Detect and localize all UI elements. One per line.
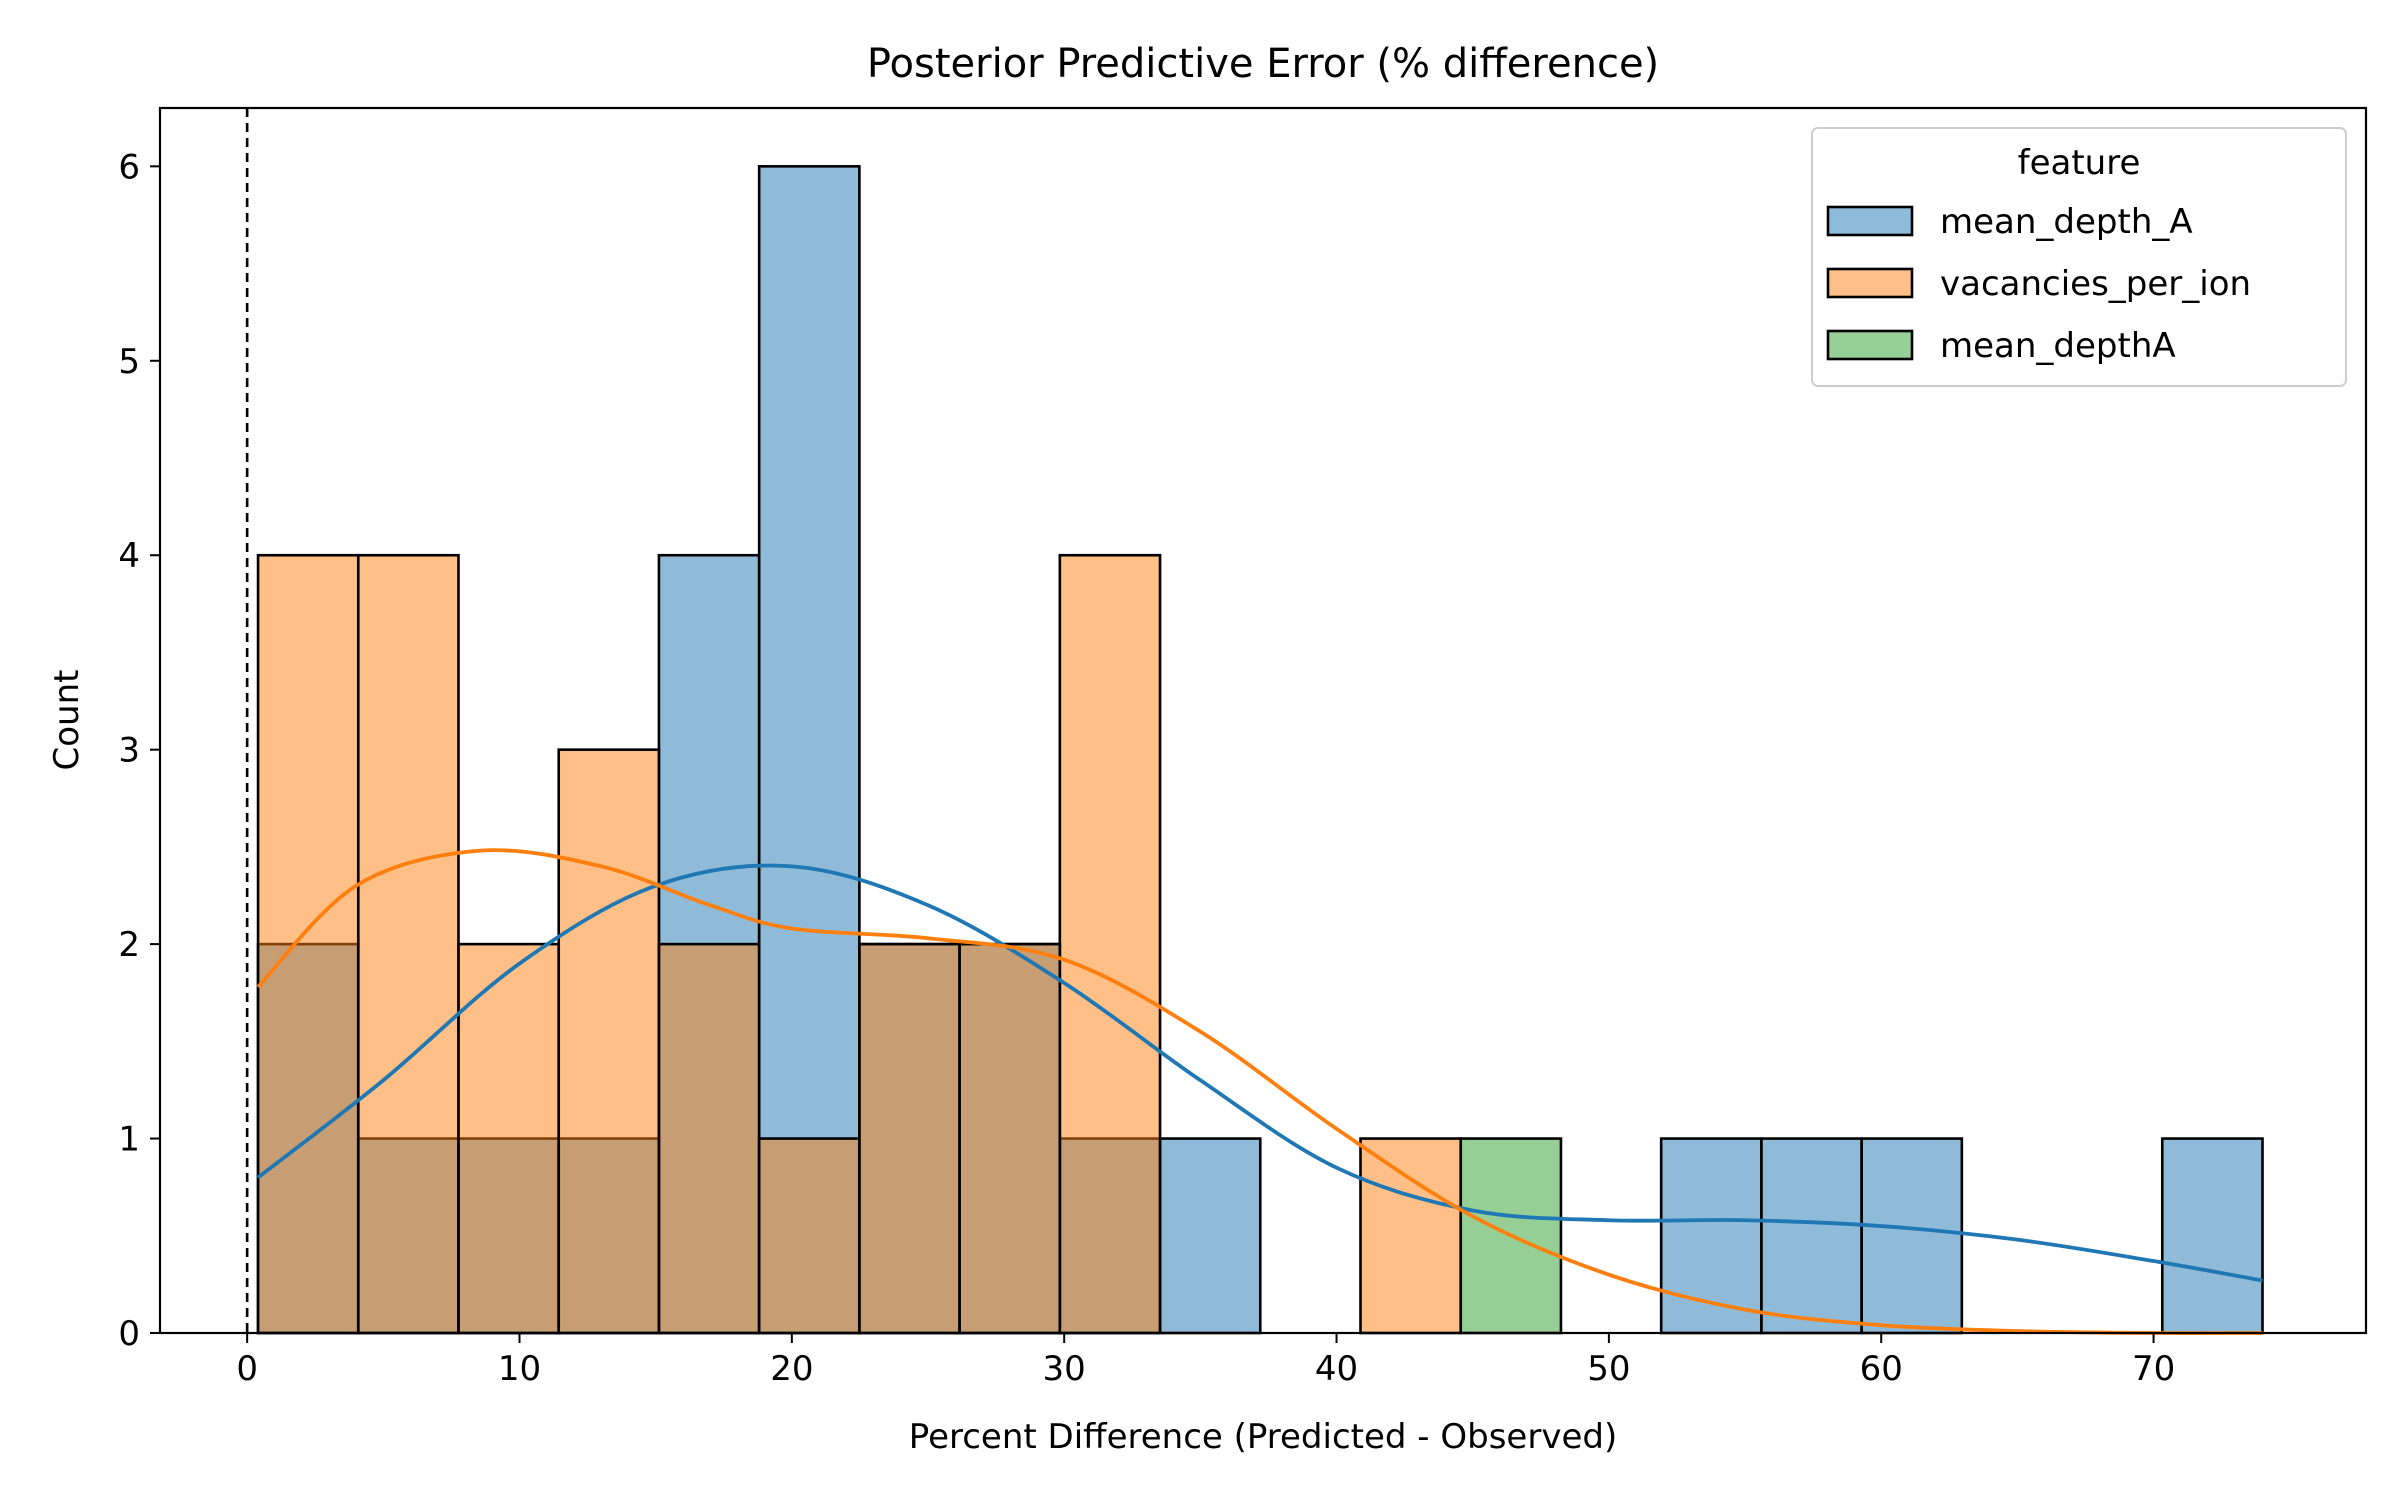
x-tick-label-10: 10 xyxy=(498,1349,541,1389)
bar-mean_depth_A-15 xyxy=(1760,1137,1863,1335)
bar-vacancies_per_ion-0 xyxy=(256,553,360,1335)
bar-mean_depth_A-16 xyxy=(1860,1137,1964,1335)
bar-vacancies_per_ion-1 xyxy=(356,553,460,1335)
x-tick-label-40: 40 xyxy=(1315,1349,1358,1389)
legend: feature mean_depth_A vacancies_per_ionmean… xyxy=(1811,127,2347,387)
bar-vacancies_per_ion-4 xyxy=(657,942,761,1335)
y-tick-label-6: 6 xyxy=(118,147,140,187)
y-tick-label-1: 1 xyxy=(118,1120,140,1160)
x-tick-label-0: 0 xyxy=(236,1349,258,1389)
kde-layer xyxy=(256,848,2263,1336)
y-tick-label-2: 2 xyxy=(118,925,140,965)
y-axis-label: Count xyxy=(47,670,87,771)
x-axis-label: Percent Difference (Predicted - Observed… xyxy=(909,1417,1617,1457)
x-tick-label-70: 70 xyxy=(2132,1349,2175,1389)
x-tick-label-50: 50 xyxy=(1587,1349,1630,1389)
bar-vacancies_per_ion-3 xyxy=(557,748,661,1335)
bar-mean_depth_A-19 xyxy=(2160,1137,2264,1335)
bar-vacancies_per_ion-6 xyxy=(858,942,961,1335)
legend-swatch-mean_depth_A xyxy=(1826,205,1914,237)
bar-mean_depth_A-9 xyxy=(1158,1137,1262,1335)
legend-swatch-vacancies_per_ion xyxy=(1826,267,1914,299)
bar-vacancies_per_ion-7 xyxy=(958,942,1062,1335)
y-tick-label-5: 5 xyxy=(118,342,140,382)
x-tick-label-20: 20 xyxy=(770,1349,813,1389)
y-tick-label-3: 3 xyxy=(118,731,140,771)
y-tick-label-4: 4 xyxy=(118,536,140,576)
legend-title: feature xyxy=(2018,143,2141,183)
legend-label-vacancies_per_ion: vacancies_per_ion xyxy=(1940,264,2251,304)
legend-label-mean_depthA: mean_depthA xyxy=(1940,326,2176,366)
chart-title: Posterior Predictive Error (% difference… xyxy=(867,41,1659,87)
kde-line-vacancies_per_ion xyxy=(256,848,2263,1336)
legend-label-mean_depth_A: mean_depth_A xyxy=(1940,202,2193,242)
x-tick-label-60: 60 xyxy=(1860,1349,1903,1389)
x-tick-label-30: 30 xyxy=(1043,1349,1086,1389)
bars-layer xyxy=(256,165,2264,1335)
plot-frame xyxy=(158,106,2368,1335)
bar-vacancies_per_ion-5 xyxy=(757,1137,861,1335)
kde-line-mean_depth_A xyxy=(256,863,2263,1283)
bar-vacancies_per_ion-11 xyxy=(1359,1137,1463,1335)
bar-vacancies_per_ion-8 xyxy=(1058,553,1162,1335)
legend-box xyxy=(1811,127,2347,387)
y-tick-label-0: 0 xyxy=(118,1314,140,1354)
axes-layer: 0 10 20 30 40 50 60 70 0 1 2 3 4 5 6 xyxy=(118,147,2175,1389)
bar-vacancies_per_ion-2 xyxy=(457,942,561,1335)
legend-swatch-mean_depthA xyxy=(1826,329,1914,361)
